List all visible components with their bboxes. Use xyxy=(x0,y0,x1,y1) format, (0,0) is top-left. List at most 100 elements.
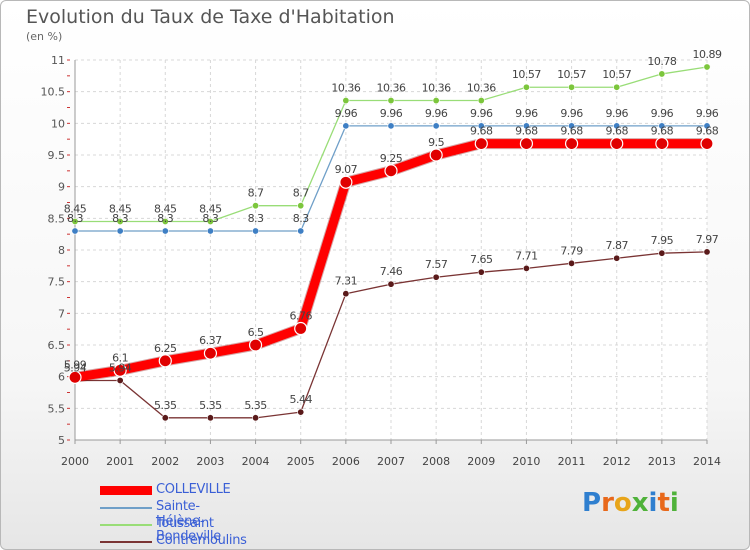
data-point-contremoulins xyxy=(161,414,169,422)
x-tick-label: 2004 xyxy=(242,455,270,468)
data-point-colleville xyxy=(384,164,398,178)
data-label-toussaint: 10.36 xyxy=(467,82,496,95)
data-point-toussaint xyxy=(71,218,79,226)
legend-label-colleville: COLLEVILLE xyxy=(156,482,231,497)
y-tick-label: 11 xyxy=(51,54,65,67)
data-label-contremoulins: 7.71 xyxy=(515,249,538,262)
data-label-sainte-helene-bondeville: 9.96 xyxy=(605,107,628,120)
logo-letter: r xyxy=(601,488,614,518)
legend-swatch-contremoulins xyxy=(100,541,152,543)
data-point-toussaint xyxy=(297,202,305,210)
data-label-toussaint: 10.36 xyxy=(422,82,451,95)
x-tick-label: 2011 xyxy=(558,455,586,468)
data-label-sainte-helene-bondeville: 8.3 xyxy=(293,212,309,225)
data-point-toussaint xyxy=(432,97,440,105)
y-tick-label: 7 xyxy=(58,307,65,320)
data-label-contremoulins: 7.95 xyxy=(651,234,674,247)
data-point-sainte-helene-bondeville xyxy=(116,227,124,235)
legend-label-contremoulins: Contremoulins xyxy=(156,533,247,548)
data-point-colleville xyxy=(474,137,488,151)
x-tick-label: 2008 xyxy=(422,455,450,468)
data-point-colleville xyxy=(113,363,127,377)
data-label-toussaint: 10.57 xyxy=(602,68,631,81)
x-tick-label: 2003 xyxy=(196,455,224,468)
data-label-toussaint: 10.36 xyxy=(377,82,406,95)
y-tick-label: 10 xyxy=(51,117,65,130)
data-label-sainte-helene-bondeville: 9.96 xyxy=(515,107,538,120)
logo-letter: i xyxy=(648,488,658,518)
data-point-toussaint xyxy=(568,83,576,91)
data-label-toussaint: 10.57 xyxy=(512,68,541,81)
data-label-colleville: 9.25 xyxy=(380,152,403,165)
data-label-contremoulins: 5.94 xyxy=(109,361,132,374)
data-point-toussaint xyxy=(116,218,124,226)
data-label-toussaint: 10.89 xyxy=(693,48,722,61)
x-tick-label: 2006 xyxy=(332,455,360,468)
data-point-colleville xyxy=(429,148,443,162)
data-point-colleville xyxy=(339,175,353,189)
data-label-colleville: 9.68 xyxy=(605,125,628,138)
data-point-contremoulins xyxy=(522,264,530,272)
data-label-contremoulins: 7.46 xyxy=(380,265,403,278)
data-point-contremoulins xyxy=(477,268,485,276)
data-label-sainte-helene-bondeville: 8.3 xyxy=(112,212,128,225)
data-point-contremoulins xyxy=(658,249,666,257)
data-point-contremoulins xyxy=(568,259,576,267)
data-label-colleville: 9.68 xyxy=(696,125,719,138)
data-label-sainte-helene-bondeville: 9.96 xyxy=(380,107,403,120)
data-label-sainte-helene-bondeville: 9.96 xyxy=(560,107,583,120)
data-point-colleville xyxy=(68,370,82,384)
data-point-sainte-helene-bondeville xyxy=(206,227,214,235)
data-point-toussaint xyxy=(342,97,350,105)
data-point-toussaint xyxy=(252,202,260,210)
data-label-sainte-helene-bondeville: 8.3 xyxy=(248,212,264,225)
data-label-sainte-helene-bondeville: 8.3 xyxy=(67,212,83,225)
data-label-colleville: 9.68 xyxy=(515,125,538,138)
y-tick-label: 8.5 xyxy=(48,212,66,225)
data-point-colleville xyxy=(203,346,218,360)
data-label-colleville: 9.07 xyxy=(335,163,358,176)
x-tick-label: 2010 xyxy=(512,455,540,468)
proxiti-logo: Proxiti xyxy=(582,488,679,518)
data-point-contremoulins xyxy=(432,273,440,281)
data-label-sainte-helene-bondeville: 9.96 xyxy=(651,107,674,120)
data-point-contremoulins xyxy=(613,254,621,262)
data-label-colleville: 6.1 xyxy=(112,351,128,364)
y-tick-label: 10.5 xyxy=(41,86,66,99)
data-label-sainte-helene-bondeville: 9.96 xyxy=(470,107,493,120)
logo-letter: P xyxy=(582,488,602,518)
data-point-contremoulins xyxy=(387,280,395,288)
legend-swatch-sainte-helene-bondeville xyxy=(100,507,152,509)
data-label-colleville: 9.5 xyxy=(428,136,444,149)
data-point-sainte-helene-bondeville xyxy=(613,122,621,130)
data-point-toussaint xyxy=(206,218,214,226)
data-label-toussaint: 8.7 xyxy=(293,187,309,200)
data-label-colleville: 6.25 xyxy=(154,342,177,355)
data-label-sainte-helene-bondeville: 9.96 xyxy=(696,107,719,120)
data-point-toussaint xyxy=(522,83,530,91)
data-point-sainte-helene-bondeville xyxy=(297,227,305,235)
data-label-sainte-helene-bondeville: 9.96 xyxy=(335,107,358,120)
data-label-toussaint: 10.57 xyxy=(557,68,586,81)
data-label-colleville: 9.68 xyxy=(470,125,493,138)
legend-swatch-toussaint xyxy=(100,524,152,526)
data-point-toussaint xyxy=(613,83,621,91)
x-tick-label: 2002 xyxy=(151,455,179,468)
data-point-colleville xyxy=(700,137,714,151)
data-label-colleville: 5.99 xyxy=(64,358,87,371)
x-tick-label: 2007 xyxy=(377,455,405,468)
x-tick-label: 2000 xyxy=(61,455,89,468)
data-point-sainte-helene-bondeville xyxy=(522,122,530,130)
data-point-colleville xyxy=(519,137,534,151)
data-point-sainte-helene-bondeville xyxy=(568,122,576,130)
y-tick-label: 6 xyxy=(58,371,65,384)
data-label-colleville: 9.68 xyxy=(651,125,674,138)
y-tick-label: 5.5 xyxy=(48,402,66,415)
data-label-contremoulins: 7.87 xyxy=(605,239,628,252)
data-point-colleville xyxy=(610,137,624,151)
data-label-sainte-helene-bondeville: 9.96 xyxy=(425,107,448,120)
data-point-contremoulins xyxy=(206,414,214,422)
logo-letter: o xyxy=(613,488,632,518)
data-point-toussaint xyxy=(658,70,666,78)
